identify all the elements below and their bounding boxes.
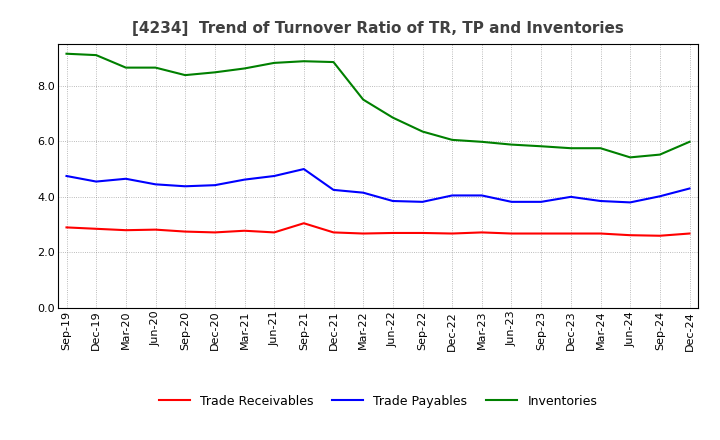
Inventories <box>626 155 634 160</box>
Trade Payables <box>596 198 605 204</box>
Inventories <box>655 152 664 157</box>
Trade Payables <box>626 200 634 205</box>
Trade Payables <box>300 166 308 172</box>
Inventories <box>240 66 249 71</box>
Trade Payables <box>567 194 575 199</box>
Trade Receivables <box>92 226 101 231</box>
Inventories <box>62 51 71 56</box>
Inventories <box>181 73 189 78</box>
Inventories <box>210 70 219 75</box>
Trade Receivables <box>418 230 427 235</box>
Line: Trade Receivables: Trade Receivables <box>66 223 690 236</box>
Trade Payables <box>240 177 249 182</box>
Trade Receivables <box>477 230 486 235</box>
Inventories <box>92 52 101 58</box>
Inventories <box>359 97 367 102</box>
Trade Receivables <box>359 231 367 236</box>
Inventories <box>477 139 486 144</box>
Trade Receivables <box>270 230 279 235</box>
Inventories <box>329 59 338 65</box>
Trade Payables <box>418 199 427 205</box>
Trade Receivables <box>537 231 546 236</box>
Trade Receivables <box>181 229 189 234</box>
Trade Payables <box>270 173 279 179</box>
Inventories <box>596 146 605 151</box>
Inventories <box>418 129 427 134</box>
Trade Payables <box>507 199 516 205</box>
Trade Receivables <box>240 228 249 233</box>
Trade Receivables <box>448 231 456 236</box>
Trade Payables <box>477 193 486 198</box>
Inventories <box>300 59 308 64</box>
Trade Receivables <box>626 233 634 238</box>
Trade Receivables <box>210 230 219 235</box>
Trade Receivables <box>567 231 575 236</box>
Trade Payables <box>122 176 130 181</box>
Trade Payables <box>62 173 71 179</box>
Inventories <box>685 139 694 144</box>
Legend: Trade Receivables, Trade Payables, Inventories: Trade Receivables, Trade Payables, Inven… <box>153 390 603 413</box>
Trade Payables <box>389 198 397 204</box>
Inventories <box>507 142 516 147</box>
Trade Receivables <box>655 233 664 238</box>
Inventories <box>537 143 546 149</box>
Trade Payables <box>685 186 694 191</box>
Title: [4234]  Trend of Turnover Ratio of TR, TP and Inventories: [4234] Trend of Turnover Ratio of TR, TP… <box>132 21 624 36</box>
Trade Payables <box>537 199 546 205</box>
Inventories <box>270 60 279 66</box>
Inventories <box>567 146 575 151</box>
Trade Payables <box>151 182 160 187</box>
Trade Receivables <box>151 227 160 232</box>
Trade Payables <box>448 193 456 198</box>
Trade Receivables <box>596 231 605 236</box>
Trade Payables <box>329 187 338 193</box>
Line: Trade Payables: Trade Payables <box>66 169 690 202</box>
Trade Receivables <box>122 227 130 233</box>
Trade Receivables <box>685 231 694 236</box>
Trade Receivables <box>389 230 397 235</box>
Trade Payables <box>655 194 664 199</box>
Trade Payables <box>181 183 189 189</box>
Inventories <box>151 65 160 70</box>
Inventories <box>389 115 397 120</box>
Trade Payables <box>92 179 101 184</box>
Inventories <box>122 65 130 70</box>
Trade Receivables <box>62 225 71 230</box>
Trade Receivables <box>329 230 338 235</box>
Line: Inventories: Inventories <box>66 54 690 158</box>
Trade Receivables <box>300 220 308 226</box>
Trade Payables <box>210 183 219 188</box>
Trade Payables <box>359 190 367 195</box>
Trade Receivables <box>507 231 516 236</box>
Inventories <box>448 137 456 143</box>
